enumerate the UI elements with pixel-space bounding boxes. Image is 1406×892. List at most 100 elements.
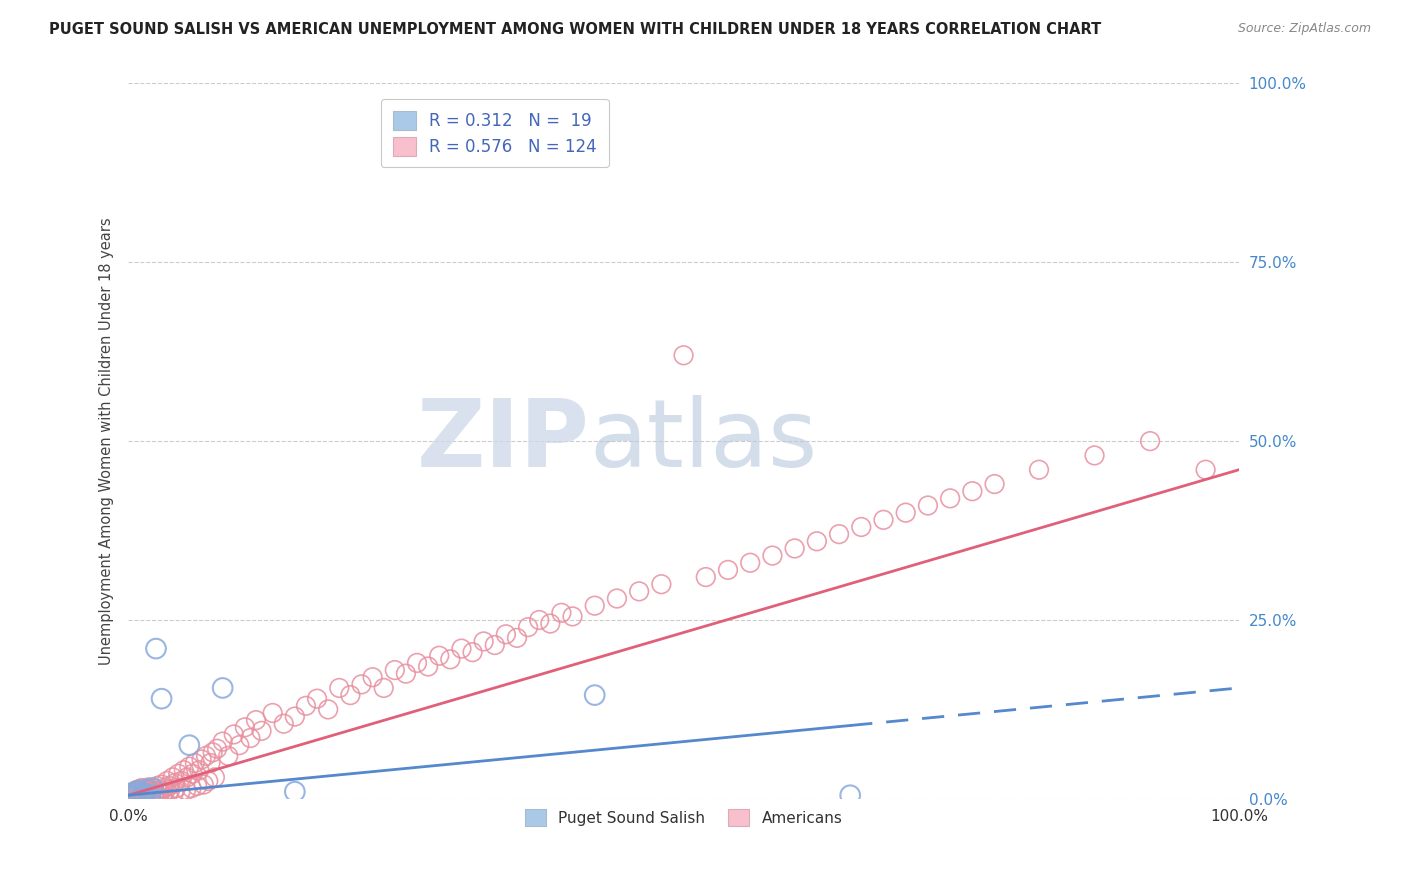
Point xyxy=(195,748,218,763)
Point xyxy=(163,786,186,800)
Point xyxy=(188,763,211,777)
Point xyxy=(127,788,149,802)
Point xyxy=(284,785,307,799)
Point xyxy=(120,789,142,803)
Point xyxy=(159,782,181,797)
Point xyxy=(181,766,204,780)
Point xyxy=(695,570,717,584)
Point xyxy=(127,785,149,799)
Point xyxy=(135,788,157,802)
Point xyxy=(179,738,201,752)
Point xyxy=(122,788,145,802)
Point xyxy=(373,681,395,695)
Point xyxy=(484,638,506,652)
Point xyxy=(152,781,174,796)
Point xyxy=(201,745,224,759)
Point xyxy=(141,785,163,799)
Point xyxy=(406,656,429,670)
Point xyxy=(204,770,226,784)
Point xyxy=(1139,434,1161,449)
Point xyxy=(561,609,583,624)
Point xyxy=(894,506,917,520)
Point xyxy=(139,782,162,797)
Point xyxy=(145,787,167,801)
Point xyxy=(138,789,160,803)
Legend: Puget Sound Salish, Americans: Puget Sound Salish, Americans xyxy=(517,801,851,834)
Point xyxy=(495,627,517,641)
Point xyxy=(262,706,284,720)
Point xyxy=(153,785,176,799)
Point xyxy=(461,645,484,659)
Point xyxy=(239,731,262,745)
Text: Source: ZipAtlas.com: Source: ZipAtlas.com xyxy=(1237,22,1371,36)
Point xyxy=(122,785,145,799)
Point xyxy=(128,789,150,803)
Point xyxy=(361,670,384,684)
Point xyxy=(156,773,179,788)
Point xyxy=(550,606,572,620)
Point xyxy=(583,688,606,702)
Point xyxy=(233,720,256,734)
Point xyxy=(118,789,141,803)
Point xyxy=(157,779,180,793)
Point xyxy=(583,599,606,613)
Point xyxy=(606,591,628,606)
Point xyxy=(427,648,450,663)
Point xyxy=(122,789,145,804)
Point xyxy=(143,784,166,798)
Point xyxy=(146,779,169,793)
Point xyxy=(121,786,143,800)
Point xyxy=(205,741,228,756)
Point xyxy=(672,348,695,362)
Point xyxy=(517,620,540,634)
Point xyxy=(395,666,418,681)
Point xyxy=(132,786,155,800)
Point xyxy=(128,783,150,797)
Point xyxy=(142,781,165,796)
Point xyxy=(806,534,828,549)
Point xyxy=(129,787,152,801)
Point xyxy=(650,577,672,591)
Point xyxy=(148,789,170,803)
Text: ZIP: ZIP xyxy=(416,395,589,487)
Point xyxy=(506,631,529,645)
Point xyxy=(316,702,339,716)
Point xyxy=(828,527,851,541)
Point xyxy=(173,763,195,777)
Point xyxy=(150,691,173,706)
Point xyxy=(139,789,162,803)
Point xyxy=(184,756,207,770)
Point xyxy=(273,716,295,731)
Point xyxy=(180,781,202,796)
Point xyxy=(124,787,146,801)
Point xyxy=(169,785,191,799)
Point xyxy=(134,781,156,796)
Point xyxy=(136,785,159,799)
Point xyxy=(307,691,329,706)
Point xyxy=(439,652,461,666)
Point xyxy=(125,783,148,797)
Point xyxy=(131,781,153,796)
Point xyxy=(250,723,273,738)
Point xyxy=(295,698,318,713)
Point xyxy=(851,520,873,534)
Point xyxy=(628,584,651,599)
Point xyxy=(217,748,239,763)
Point xyxy=(538,616,561,631)
Point xyxy=(179,759,201,773)
Point xyxy=(245,713,267,727)
Point xyxy=(131,789,153,803)
Point xyxy=(165,781,187,796)
Point xyxy=(121,786,143,800)
Point xyxy=(1194,463,1216,477)
Text: PUGET SOUND SALISH VS AMERICAN UNEMPLOYMENT AMONG WOMEN WITH CHILDREN UNDER 18 Y: PUGET SOUND SALISH VS AMERICAN UNEMPLOYM… xyxy=(49,22,1101,37)
Point xyxy=(127,782,149,797)
Point xyxy=(450,641,472,656)
Point xyxy=(145,641,167,656)
Point xyxy=(740,556,762,570)
Point xyxy=(157,787,180,801)
Point xyxy=(228,738,250,752)
Point xyxy=(783,541,806,556)
Point xyxy=(149,786,172,800)
Point xyxy=(211,681,233,695)
